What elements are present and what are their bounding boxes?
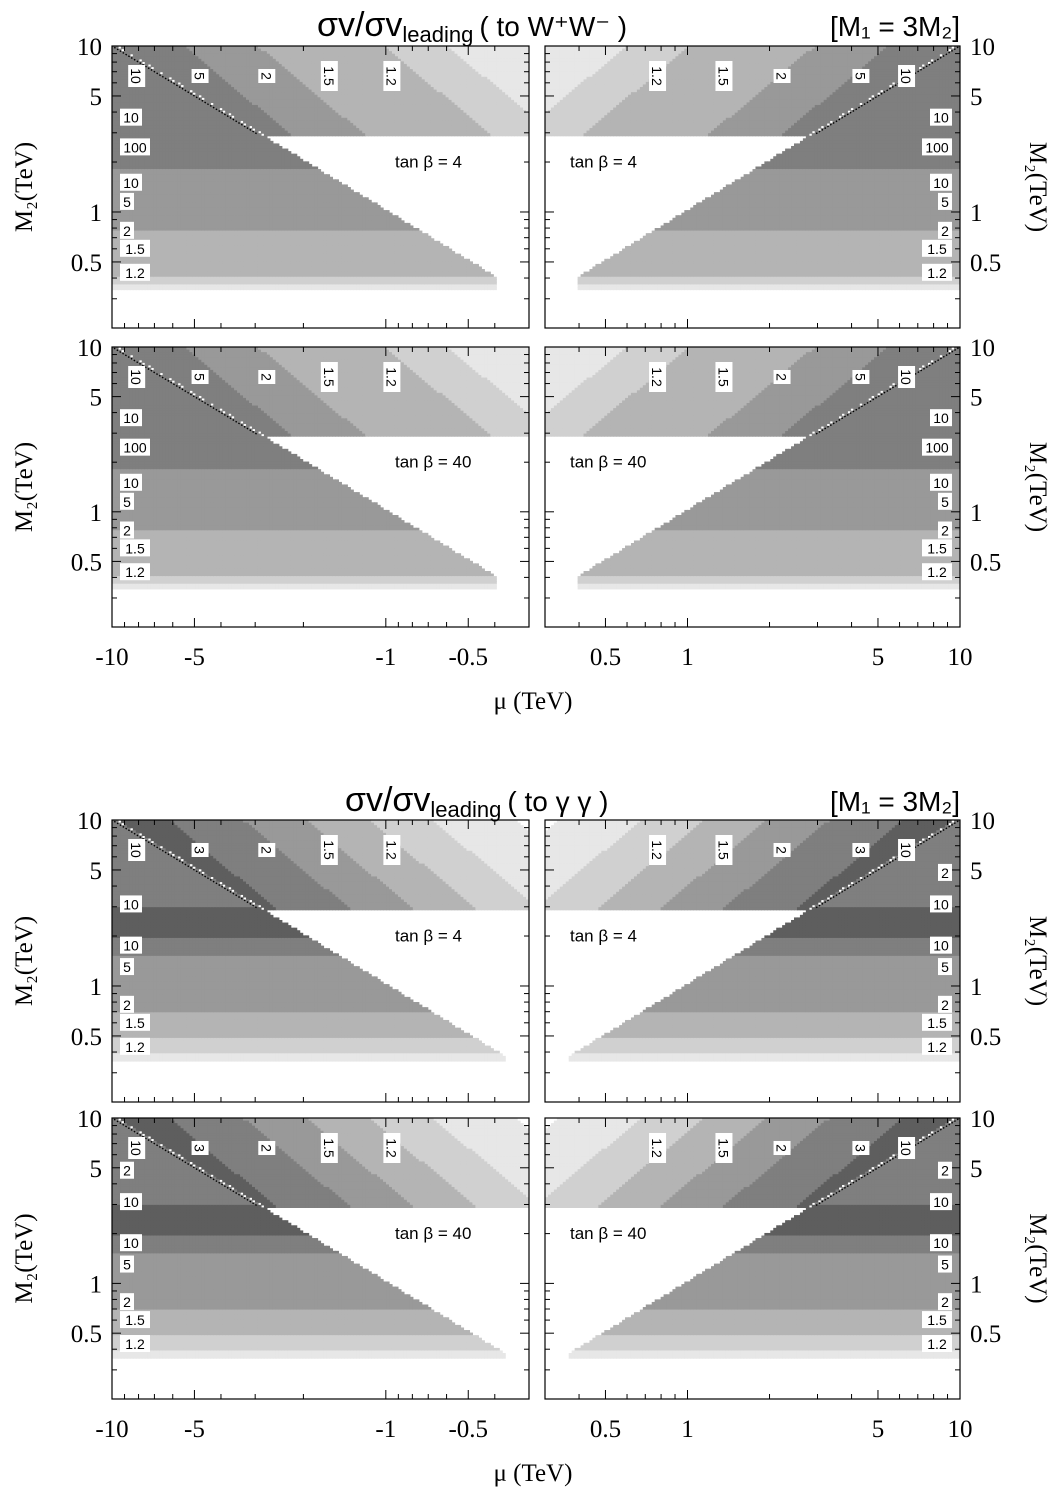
panel-0-fill <box>112 46 530 290</box>
